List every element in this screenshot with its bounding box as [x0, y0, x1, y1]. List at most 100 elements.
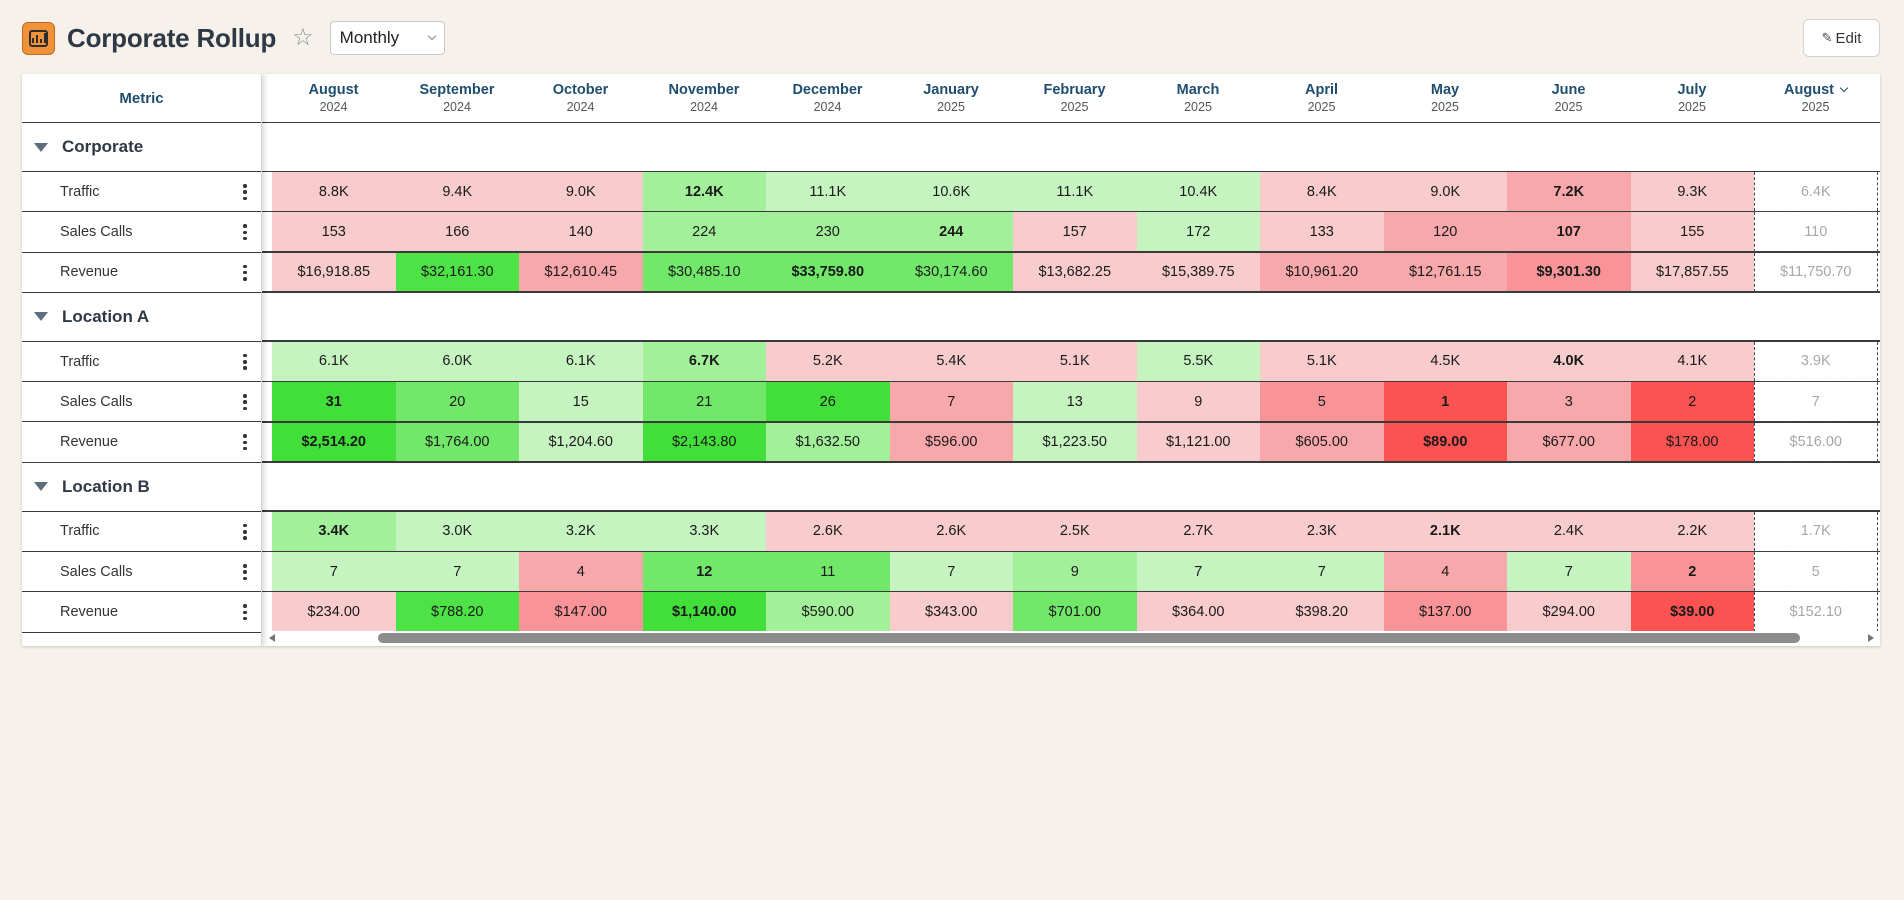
forecast-cell[interactable]: 3.9K [1754, 341, 1878, 381]
value-cell[interactable]: 7 [1136, 552, 1260, 592]
value-cell[interactable]: 11.1K [1013, 172, 1137, 211]
value-cell[interactable]: 6.7K [642, 341, 766, 381]
value-cell[interactable]: 7 [889, 552, 1013, 592]
value-cell[interactable]: 9.0K [519, 172, 643, 211]
collapse-triangle-icon[interactable] [34, 142, 48, 152]
value-cell[interactable]: $9,301.30 [1507, 252, 1631, 292]
value-cell[interactable]: 4 [1383, 552, 1507, 592]
value-cell[interactable]: $605.00 [1260, 422, 1384, 462]
more-vertical-icon[interactable] [243, 564, 247, 581]
value-cell[interactable]: $590.00 [766, 592, 890, 632]
column-header[interactable]: June 2025 [1507, 74, 1630, 123]
forecast-cell[interactable]: $11,750.70 [1754, 252, 1878, 292]
column-header[interactable]: November 2024 [643, 74, 766, 123]
value-cell[interactable]: $294.00 [1507, 592, 1631, 632]
value-cell[interactable]: $32,161.30 [395, 252, 519, 292]
forecast-cell[interactable]: 110 [1754, 212, 1878, 252]
value-cell[interactable]: $234.00 [272, 592, 396, 632]
value-cell[interactable]: $12,761.15 [1383, 252, 1507, 292]
value-cell[interactable]: $364.00 [1136, 592, 1260, 632]
value-cell[interactable]: $1,204.60 [519, 422, 643, 462]
value-cell[interactable]: $1,223.50 [1013, 422, 1137, 462]
collapse-triangle-icon[interactable] [34, 482, 48, 492]
star-outline-icon[interactable]: ☆ [292, 24, 314, 51]
value-cell[interactable]: 3.0K [395, 511, 519, 551]
value-cell[interactable]: 5.2K [766, 341, 890, 381]
value-cell[interactable]: $1,140.00 [642, 592, 766, 632]
more-vertical-icon[interactable] [243, 394, 247, 411]
value-cell[interactable]: 8.4K [1260, 172, 1384, 211]
value-cell[interactable]: $39.00 [1630, 592, 1754, 632]
value-cell[interactable]: $10,961.20 [1260, 252, 1384, 292]
value-cell[interactable]: 11.1K [766, 172, 890, 211]
more-vertical-icon[interactable] [243, 184, 247, 200]
value-cell[interactable]: 120 [1383, 212, 1507, 252]
value-cell[interactable]: 20 [395, 382, 519, 422]
value-cell[interactable]: 7 [889, 382, 1013, 422]
value-cell[interactable]: $16,918.85 [272, 252, 396, 292]
value-cell[interactable]: 140 [519, 212, 643, 252]
value-cell[interactable]: $13,682.25 [1013, 252, 1137, 292]
period-select[interactable]: Monthly [329, 21, 445, 55]
value-cell[interactable]: 5.1K [1013, 341, 1137, 381]
scroll-left-arrow-icon[interactable] [269, 634, 275, 642]
scrollbar-thumb[interactable] [378, 633, 1800, 643]
value-cell[interactable]: 2.2K [1630, 511, 1754, 551]
value-cell[interactable]: 9.0K [1383, 172, 1507, 211]
value-cell[interactable]: 7 [272, 552, 396, 592]
value-cell[interactable]: 153 [272, 212, 396, 252]
forecast-cell[interactable]: 7 [1754, 382, 1878, 422]
value-cell[interactable]: 2.5K [1013, 511, 1137, 551]
value-cell[interactable]: $15,389.75 [1136, 252, 1260, 292]
value-cell[interactable]: 9.3K [1630, 172, 1754, 211]
column-header[interactable]: October 2024 [519, 74, 642, 123]
value-cell[interactable]: $2,514.20 [272, 422, 396, 462]
value-cell[interactable]: $343.00 [889, 592, 1013, 632]
value-cell[interactable]: $1,764.00 [395, 422, 519, 462]
collapse-triangle-icon[interactable] [34, 312, 48, 322]
value-cell[interactable]: 3 [1507, 382, 1631, 422]
value-cell[interactable]: 7 [1507, 552, 1631, 592]
value-cell[interactable]: 155 [1630, 212, 1754, 252]
forecast-cell[interactable]: 6.4K [1754, 172, 1878, 211]
value-cell[interactable]: 2.1K [1383, 511, 1507, 551]
value-cell[interactable]: $178.00 [1630, 422, 1754, 462]
value-cell[interactable]: 2 [1630, 552, 1754, 592]
value-cell[interactable]: $788.20 [395, 592, 519, 632]
value-cell[interactable]: $17,857.55 [1630, 252, 1754, 292]
value-cell[interactable]: 172 [1136, 212, 1260, 252]
column-header[interactable]: August 2025 [1754, 74, 1877, 123]
value-cell[interactable]: $398.20 [1260, 592, 1384, 632]
value-cell[interactable]: 5 [1260, 382, 1384, 422]
value-cell[interactable]: 6.1K [272, 341, 396, 381]
value-cell[interactable]: 133 [1260, 212, 1384, 252]
column-header[interactable]: July 2025 [1631, 74, 1754, 123]
forecast-cell[interactable]: $152.10 [1754, 592, 1878, 632]
forecast-cell[interactable]: 1.7K [1754, 511, 1878, 551]
value-cell[interactable]: 9 [1013, 552, 1137, 592]
metric-header[interactable]: Metric [22, 74, 261, 123]
column-header[interactable]: May 2025 [1384, 74, 1507, 123]
value-cell[interactable]: 12 [642, 552, 766, 592]
value-cell[interactable]: $89.00 [1383, 422, 1507, 462]
value-cell[interactable]: 224 [642, 212, 766, 252]
column-header[interactable]: December 2024 [766, 74, 889, 123]
more-vertical-icon[interactable] [243, 523, 247, 540]
value-cell[interactable]: $1,121.00 [1136, 422, 1260, 462]
value-cell[interactable]: 2.7K [1136, 511, 1260, 551]
value-cell[interactable]: 4.5K [1383, 341, 1507, 381]
value-cell[interactable]: 2.6K [889, 511, 1013, 551]
column-header[interactable]: January 2025 [890, 74, 1013, 123]
value-cell[interactable]: 8.8K [272, 172, 396, 211]
scroll-right-arrow-icon[interactable] [1868, 634, 1874, 642]
value-cell[interactable]: 9 [1136, 382, 1260, 422]
value-cell[interactable]: 9.4K [395, 172, 519, 211]
value-cell[interactable]: 10.6K [889, 172, 1013, 211]
value-cell[interactable]: 166 [395, 212, 519, 252]
more-vertical-icon[interactable] [243, 604, 247, 621]
value-cell[interactable]: 2.4K [1507, 511, 1631, 551]
column-header[interactable]: March 2025 [1137, 74, 1260, 123]
more-vertical-icon[interactable] [243, 353, 247, 370]
value-cell[interactable]: $147.00 [519, 592, 643, 632]
value-cell[interactable]: 21 [642, 382, 766, 422]
